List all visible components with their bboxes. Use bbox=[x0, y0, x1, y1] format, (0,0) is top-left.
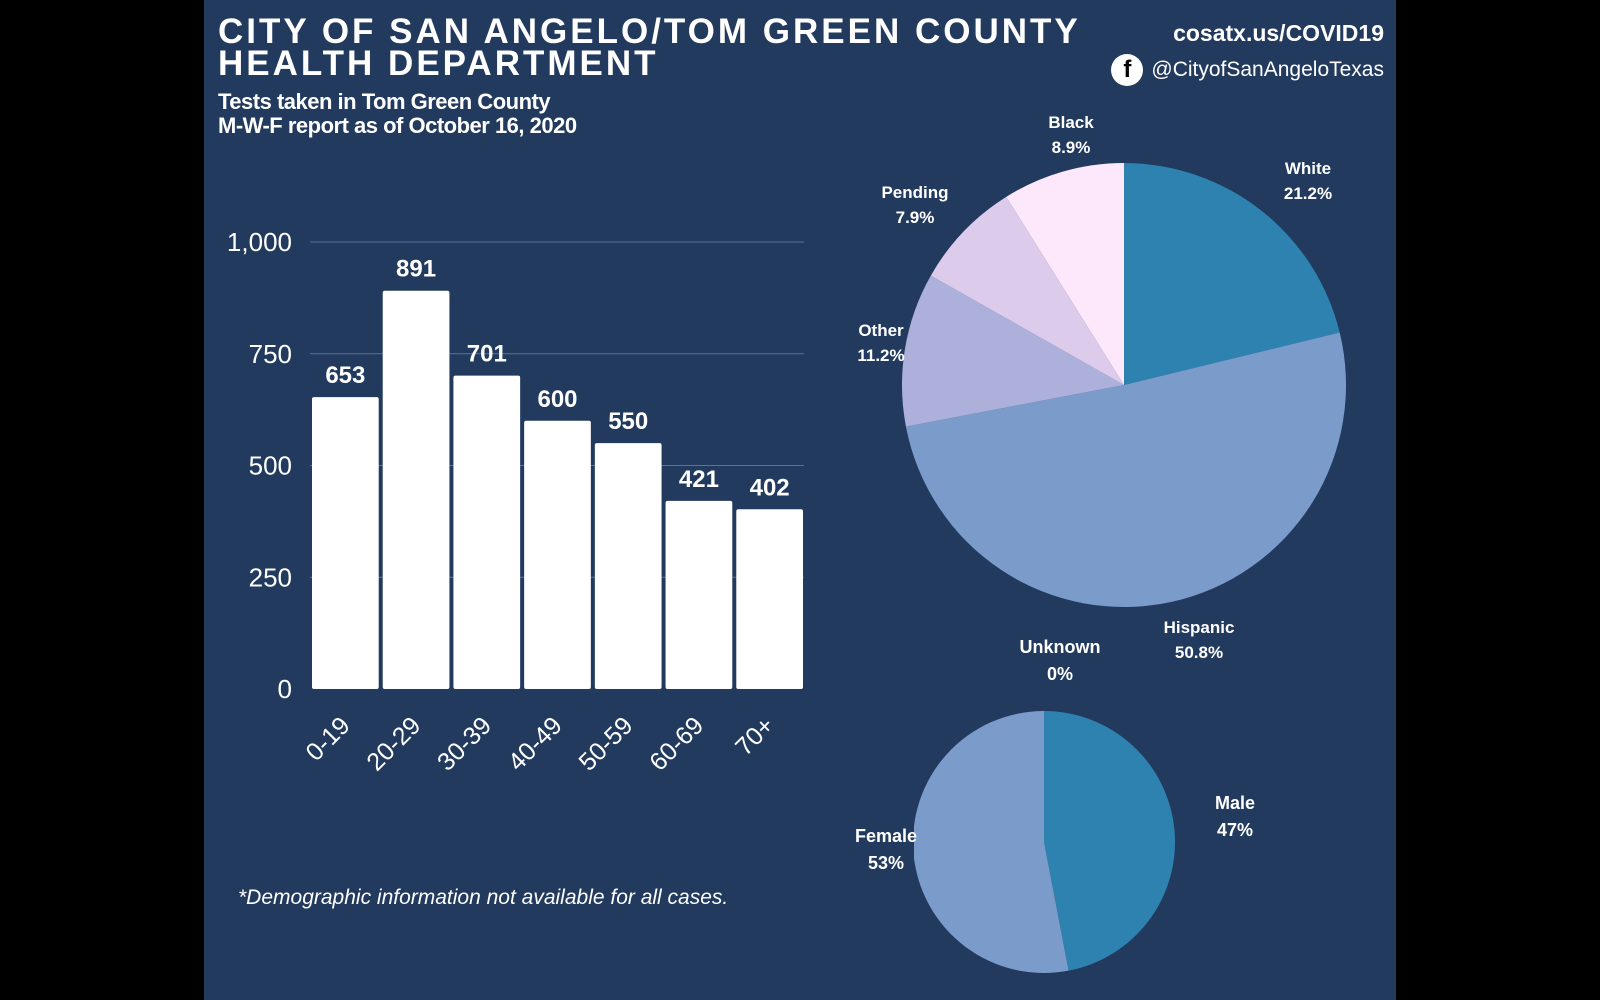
age-bar-chart: 0 250 500 750 1,000 653 0-19 891 20-29 701 30-39 60… bbox=[227, 227, 804, 776]
y-tick-label: 750 bbox=[249, 339, 292, 369]
pie-slice-white bbox=[1124, 163, 1340, 385]
pie-slice-pending bbox=[930, 196, 1124, 385]
race-label-white-pct: 21.2% bbox=[1283, 184, 1333, 203]
pie-slice-other bbox=[902, 275, 1124, 427]
race-label-white: White 21.2% bbox=[1284, 156, 1332, 206]
bar-value-label: 402 bbox=[750, 474, 790, 501]
facebook-handle: @CityofSanAngeloTexas bbox=[1151, 58, 1384, 81]
race-label-pending-name: Pending bbox=[881, 183, 949, 202]
pie-slice-hispanic bbox=[905, 332, 1346, 607]
subtitle: Tests taken in Tom Green County M-W-F re… bbox=[218, 90, 577, 138]
gender-label-unknown-name: Unknown bbox=[1019, 637, 1101, 657]
y-tick-label: 500 bbox=[249, 451, 292, 481]
footnote: *Demographic information not available f… bbox=[238, 886, 729, 909]
bar-50-59 bbox=[594, 443, 662, 689]
y-tick-label: 1,000 bbox=[227, 227, 292, 257]
race-label-white-name: White bbox=[1284, 159, 1332, 178]
gender-label-female-pct: 53% bbox=[867, 853, 905, 873]
bar-value-label: 550 bbox=[608, 408, 648, 435]
page-title: CITY OF SAN ANGELO/TOM GREEN COUNTY HEAL… bbox=[218, 12, 1081, 83]
x-tick-label: 20-29 bbox=[361, 711, 426, 776]
x-tick-label: 40-49 bbox=[503, 711, 568, 776]
gender-label-female-name: Female bbox=[854, 826, 918, 846]
bar-value-label: 600 bbox=[537, 386, 577, 413]
gender-label-male-name: Male bbox=[1214, 793, 1256, 813]
race-label-pending-pct: 7.9% bbox=[895, 208, 935, 227]
bar-60-69 bbox=[665, 500, 733, 689]
race-label-other-name: Other bbox=[858, 321, 904, 340]
race-label-hispanic-name: Hispanic bbox=[1163, 618, 1235, 637]
gender-label-unknown: Unknown 0% bbox=[1020, 634, 1101, 688]
bar-30-39 bbox=[453, 375, 521, 689]
y-tick-label: 250 bbox=[249, 562, 292, 592]
race-label-hispanic-pct: 50.8% bbox=[1174, 643, 1224, 662]
y-tick-label: 0 bbox=[278, 674, 292, 704]
gender-pie-chart bbox=[914, 711, 1175, 973]
x-tick-label: 60-69 bbox=[644, 711, 709, 776]
gender-label-unknown-pct: 0% bbox=[1046, 664, 1073, 684]
bar-value-label: 421 bbox=[679, 466, 719, 493]
bar-40-49 bbox=[524, 420, 591, 689]
bar-value-label: 653 bbox=[325, 362, 365, 389]
race-label-hispanic: Hispanic 50.8% bbox=[1164, 615, 1235, 665]
bar-value-label: 701 bbox=[467, 341, 507, 368]
facebook-icon: f bbox=[1111, 54, 1144, 86]
x-tick-label: 70+ bbox=[730, 711, 780, 761]
race-label-pending: Pending 7.9% bbox=[881, 180, 948, 230]
race-pie-chart bbox=[902, 163, 1346, 607]
gender-label-female: Female 53% bbox=[855, 823, 917, 877]
bar-value-label: 891 bbox=[396, 256, 436, 283]
pie-slice-black bbox=[1006, 163, 1124, 385]
bar-70+ bbox=[736, 509, 803, 689]
bar-0-19 bbox=[312, 397, 379, 689]
title-line-2: HEALTH DEPARTMENT bbox=[218, 44, 659, 83]
website-link[interactable]: cosatx.us/COVID19 bbox=[1173, 20, 1384, 46]
x-tick-label: 0-19 bbox=[300, 711, 355, 766]
x-tick-label: 50-59 bbox=[573, 711, 638, 776]
gender-label-male: Male 47% bbox=[1215, 790, 1255, 844]
facebook-link[interactable]: f @CityofSanAngeloTexas bbox=[1111, 54, 1384, 86]
subtitle-line-1: Tests taken in Tom Green County bbox=[218, 89, 551, 114]
race-label-black-name: Black bbox=[1048, 113, 1094, 132]
infographic-panel: CITY OF SAN ANGELO/TOM GREEN COUNTY HEAL… bbox=[204, 0, 1396, 1000]
race-label-other: Other 11.2% bbox=[857, 318, 904, 368]
gender-label-male-pct: 47% bbox=[1216, 820, 1254, 840]
subtitle-line-2: M-W-F report as of October 16, 2020 bbox=[218, 113, 577, 138]
race-label-other-pct: 11.2% bbox=[857, 346, 905, 365]
race-label-black-pct: 8.9% bbox=[1051, 138, 1091, 157]
race-label-black: Black 8.9% bbox=[1048, 110, 1093, 160]
title-line-1: CITY OF SAN ANGELO/TOM GREEN COUNTY bbox=[218, 12, 1081, 51]
bar-20-29 bbox=[382, 290, 450, 689]
x-tick-label: 30-39 bbox=[432, 711, 497, 776]
pie-slice-male bbox=[1044, 711, 1175, 971]
pie-slice-female bbox=[914, 711, 1069, 973]
